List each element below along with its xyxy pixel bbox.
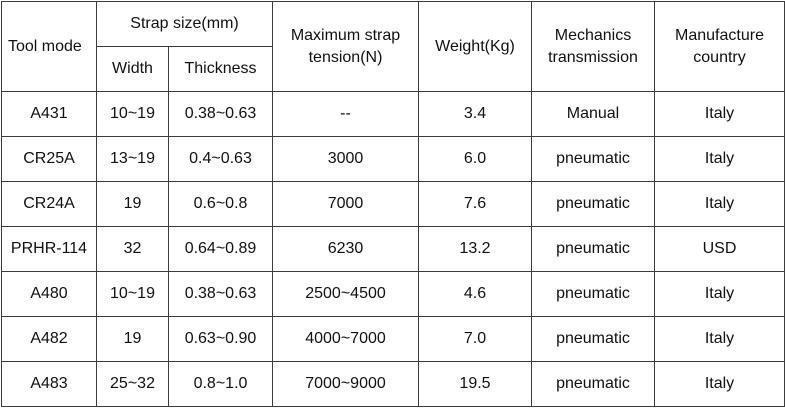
cell-mechanics: pneumatic <box>531 136 655 182</box>
cell-mode: PRHR-114 <box>1 226 97 272</box>
header-mechanics-line1: Mechanics <box>554 26 632 44</box>
cell-country: Italy <box>654 181 785 227</box>
cell-country: Italy <box>654 136 785 182</box>
cell-mechanics: pneumatic <box>531 271 655 317</box>
cell-mode: CR25A <box>1 136 97 182</box>
cell-width: 19 <box>96 181 169 227</box>
cell-mode: A483 <box>1 361 97 407</box>
cell-weight: 19.5 <box>418 361 532 407</box>
header-tool-mode: Tool mode <box>1 1 97 92</box>
header-row-2: Width Thickness <box>2 46 785 92</box>
cell-tension: 2500~4500 <box>272 271 419 317</box>
cell-thickness: 0.63~0.90 <box>168 316 273 362</box>
header-country: Manufacture country <box>654 1 785 92</box>
cell-country: Italy <box>654 361 785 407</box>
cell-country: Italy <box>654 91 785 137</box>
header-mechanics: Mechanics transmission <box>531 1 655 92</box>
cell-mode: A482 <box>1 316 97 362</box>
cell-country: Italy <box>654 271 785 317</box>
cell-tension: 4000~7000 <box>272 316 419 362</box>
header-thickness: Thickness <box>168 46 273 92</box>
cell-width: 10~19 <box>96 271 169 317</box>
header-width: Width <box>96 46 169 92</box>
cell-mechanics: pneumatic <box>531 181 655 227</box>
header-max-tension: Maximum strap tension(N) <box>272 1 419 92</box>
cell-tension: 6230 <box>272 226 419 272</box>
cell-mode: A431 <box>1 91 97 137</box>
header-max-tension-line2: tension(N) <box>308 48 383 66</box>
cell-tension: 3000 <box>272 136 419 182</box>
cell-weight: 7.6 <box>418 181 532 227</box>
header-strap-size: Strap size(mm) <box>96 1 273 47</box>
cell-weight: 3.4 <box>418 91 532 137</box>
table-row: A482 19 0.63~0.90 4000~7000 7.0 pneumatic Ital… <box>1 316 785 362</box>
cell-mechanics: Manual <box>531 91 655 137</box>
cell-width: 10~19 <box>96 91 169 137</box>
cell-width: 25~32 <box>96 361 169 407</box>
cell-weight: 13.2 <box>418 226 532 272</box>
table-row: CR24A 19 0.6~0.8 7000 7.6 pneumatic Italy <box>1 181 785 227</box>
cell-width: 32 <box>96 226 169 272</box>
header-mechanics-line2: transmission <box>548 48 638 66</box>
header-weight: Weight(Kg) <box>418 1 532 92</box>
header-max-tension-line1: Maximum strap <box>290 26 401 44</box>
cell-mechanics: pneumatic <box>531 361 655 407</box>
header-row-1: Tool mode Strap size(mm) Maximum strap t… <box>1 1 785 92</box>
table-row: PRHR-114 32 0.64~0.89 6230 13.2 pneumatic USD <box>1 226 785 272</box>
cell-mechanics: pneumatic <box>531 316 655 362</box>
table-row: A483 25~32 0.8~1.0 7000~9000 19.5 pneumatic It… <box>1 361 785 407</box>
header-country-line2: country <box>693 48 746 66</box>
cell-width: 19 <box>96 316 169 362</box>
cell-tension: -- <box>272 91 419 137</box>
cell-weight: 6.0 <box>418 136 532 182</box>
cell-tension: 7000 <box>272 181 419 227</box>
cell-width: 13~19 <box>96 136 169 182</box>
cell-mechanics: pneumatic <box>531 226 655 272</box>
cell-mode: A480 <box>1 271 97 317</box>
header-country-line1: Manufacture <box>675 26 764 44</box>
cell-thickness: 0.64~0.89 <box>168 226 273 272</box>
cell-thickness: 0.4~0.63 <box>168 136 273 182</box>
table-row: A480 10~19 0.38~0.63 2500~4500 4.6 pneumatic I… <box>1 271 785 317</box>
cell-weight: 4.6 <box>418 271 532 317</box>
cell-mode: CR24A <box>1 181 97 227</box>
table-row: CR25A 13~19 0.4~0.63 3000 6.0 pneumatic Italy <box>1 136 785 182</box>
table-row: A431 10~19 0.38~0.63 -- 3.4 Manual Italy <box>1 91 785 137</box>
cell-country: USD <box>654 226 785 272</box>
cell-thickness: 0.38~0.63 <box>168 271 273 317</box>
cell-weight: 7.0 <box>418 316 532 362</box>
cell-thickness: 0.38~0.63 <box>168 91 273 137</box>
cell-tension: 7000~9000 <box>272 361 419 407</box>
cell-thickness: 0.6~0.8 <box>168 181 273 227</box>
cell-thickness: 0.8~1.0 <box>168 361 273 407</box>
cell-country: Italy <box>654 316 785 362</box>
